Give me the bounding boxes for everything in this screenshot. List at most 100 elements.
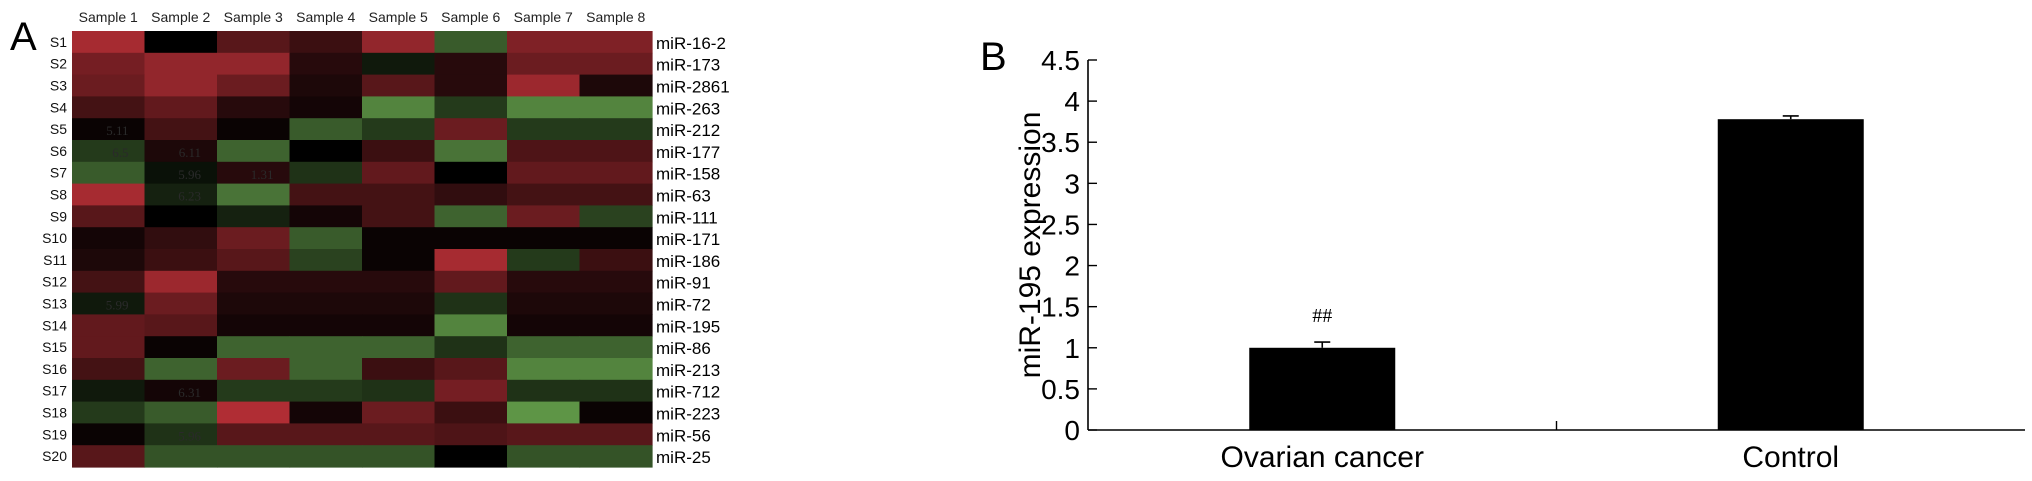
heatmap-cell: [434, 96, 508, 119]
heatmap-row-label: S2: [50, 56, 67, 72]
heatmap-cell: [434, 227, 508, 250]
heatmap-row-label: S20: [42, 448, 67, 464]
heatmap-cell: [579, 336, 653, 359]
heatmap-cell: [217, 336, 291, 359]
heatmap-cell: [362, 292, 436, 315]
y-tick-label: 2.5: [1041, 209, 1080, 240]
heatmap-cell: [362, 205, 436, 228]
heatmap-row-label: S12: [42, 274, 67, 290]
x-category-label: Control: [1742, 441, 1839, 474]
heatmap-cell: [507, 379, 581, 403]
heatmap-cell: [507, 292, 581, 315]
heatmap-cell: [72, 270, 146, 294]
heatmap-cell: [434, 379, 508, 403]
heatmap-cell: [72, 423, 146, 446]
heatmap-cell: [434, 270, 508, 294]
y-tick-label: 1: [1064, 333, 1080, 364]
heatmap-cell: [217, 358, 291, 381]
heatmap-cell: [507, 96, 581, 119]
heatmap-mirna-labels: miR-16-2 miR-173 miR-2861 miR-263 miR-212 miR…: [656, 34, 730, 467]
heatmap-cell: [144, 292, 218, 315]
heatmap-cell: [289, 31, 363, 54]
heatmap-cell: [362, 379, 436, 403]
heatmap-row-label: S5: [50, 121, 67, 137]
heatmap-cell: [217, 379, 291, 403]
heatmap-cell: [579, 183, 653, 206]
heatmap-row-label: S13: [42, 296, 67, 312]
heatmap-cell: [579, 358, 653, 381]
heatmap-cell: [217, 52, 291, 76]
heatmap-cell: [144, 358, 218, 381]
heatmap-cell: [72, 52, 146, 76]
heatmap-mirna-label: miR-111: [656, 208, 718, 227]
heatmap-cell: [144, 31, 218, 54]
heatmap-cell: [507, 401, 581, 424]
heatmap-row-label: S8: [50, 187, 67, 203]
heatmap-mirna-label: miR-223: [656, 405, 720, 424]
heatmap-column-label: Sample 6: [441, 9, 500, 25]
heatmap-row-label: S3: [50, 78, 67, 94]
heatmap-cell: [434, 445, 508, 468]
heatmap-mirna-label: miR-173: [656, 56, 720, 75]
heatmap-mirna-label: miR-16-2: [656, 34, 726, 53]
heatmap-cell: [72, 74, 146, 97]
heatmap-cell: [507, 445, 581, 468]
heatmap-cell: [507, 205, 581, 228]
heatmap-cell: [144, 205, 218, 228]
x-axis-categories: Ovarian cancer Control: [1221, 421, 1839, 474]
heatmap-cell: [362, 249, 436, 272]
heatmap-cell: [289, 336, 363, 359]
heatmap-cell: [434, 140, 508, 163]
heatmap-cell: [144, 401, 218, 424]
heatmap-column-label: Sample 7: [514, 9, 573, 25]
heatmap-cell: [579, 270, 653, 294]
heatmap-cell: [72, 183, 146, 206]
heatmap-cell: [217, 227, 291, 250]
heatmap-row-label: S19: [42, 426, 67, 442]
heatmap-cell: [289, 445, 363, 468]
heatmap-mirna-label: miR-186: [656, 252, 720, 271]
y-tick-label: 2: [1064, 251, 1080, 282]
heatmap-row-label: S6: [50, 143, 67, 159]
heatmap-cell-value: 6.31: [178, 385, 201, 400]
heatmap-cell: [144, 74, 218, 97]
heatmap-cell: [217, 183, 291, 206]
heatmap-cell: [72, 292, 146, 315]
heatmap-cell: [362, 161, 436, 185]
heatmap-cell: [434, 401, 508, 424]
heatmap-cell: [289, 140, 363, 163]
y-tick-label: 4: [1064, 86, 1080, 117]
heatmap-cell: [144, 161, 218, 185]
heatmap-cell: [579, 379, 653, 403]
heatmap-cell: [217, 445, 291, 468]
y-axis-label: miR-195 expression: [1014, 112, 1047, 379]
heatmap-cell: [217, 249, 291, 272]
heatmap-cell: [362, 314, 436, 337]
heatmap-cell: [144, 118, 218, 141]
heatmap-cell: [507, 52, 581, 76]
heatmap-column-label: Sample 3: [224, 9, 283, 25]
heatmap-cell: [289, 401, 363, 424]
heatmap-cell: [507, 31, 581, 54]
heatmap-cell: [289, 161, 363, 185]
heatmap-cell: [144, 183, 218, 206]
panel-b-letter: B: [980, 35, 1007, 79]
bar-chart: miR-195 expression 00.511.522.533.544.5 …: [1014, 45, 2025, 474]
y-tick-label: 1.5: [1041, 292, 1080, 323]
x-category-label: Ovarian cancer: [1221, 441, 1424, 474]
heatmap-column-label: Sample 8: [586, 9, 645, 25]
heatmap-mirna-label: miR-171: [656, 230, 720, 249]
heatmap-cell: [289, 183, 363, 206]
heatmap-cell-value: 1.31: [251, 167, 274, 182]
heatmap-cell: [507, 183, 581, 206]
heatmap-cell: [362, 270, 436, 294]
heatmap-cell: [72, 31, 146, 54]
heatmap-mirna-label: miR-25: [656, 448, 711, 467]
heatmap-cell: [289, 249, 363, 272]
heatmap-cell: [289, 52, 363, 76]
heatmap-cell: [289, 118, 363, 141]
heatmap-mirna-label: miR-195: [656, 317, 720, 336]
heatmap-cell: [579, 401, 653, 424]
heatmap-cell: [434, 205, 508, 228]
heatmap-cell-value: 5.96: [178, 167, 201, 182]
